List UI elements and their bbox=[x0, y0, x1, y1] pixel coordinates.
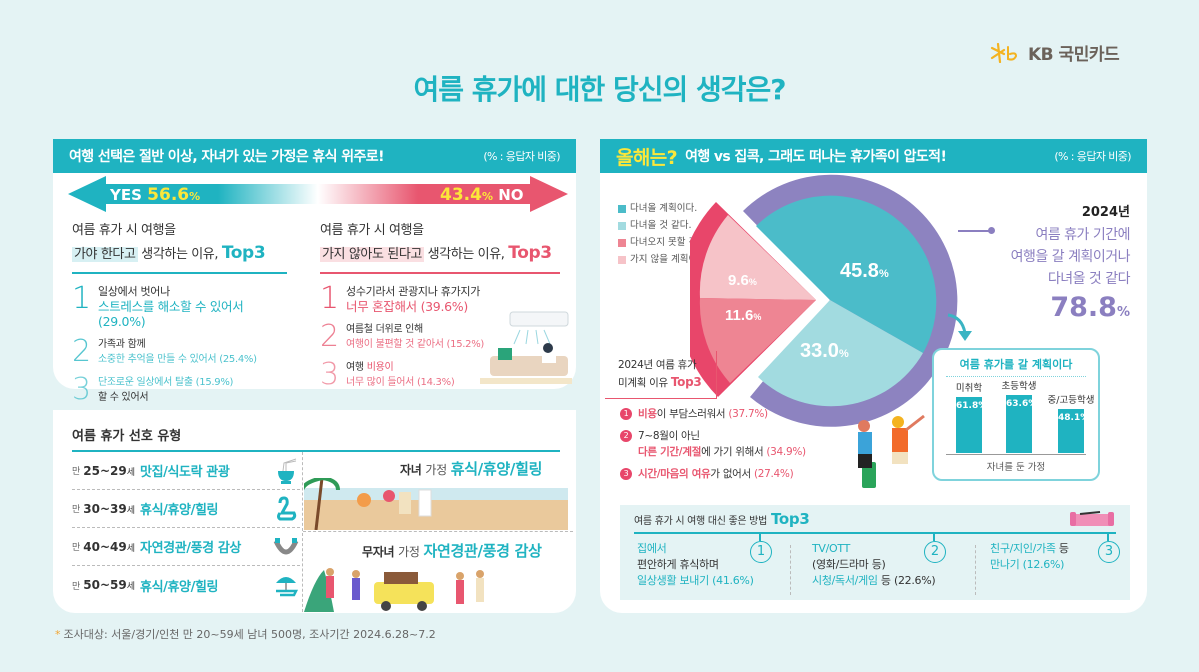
slice-label-33-0: 33.0% bbox=[800, 340, 849, 362]
alternative-2: TV/OTT (영화/드라마 등) 시청/독서/게임 등 (22.6%) bbox=[812, 542, 936, 587]
divider bbox=[634, 532, 1116, 534]
divider bbox=[302, 452, 303, 612]
travel-summary-value: 78.8% bbox=[1050, 292, 1130, 323]
travel-choice-panel: 여행 선택은 절반 이상, 자녀가 있는 가정은 휴식 위주로! (% : 응답… bbox=[53, 139, 576, 389]
no-plan-title-frame bbox=[605, 351, 717, 399]
pie-legend: 다녀올 계획이다. 다녀올 것 같다. 다녀오지 못할 것 같다. 가지 않을 … bbox=[618, 200, 721, 268]
legend-item: 가지 않을 계획이다. bbox=[618, 251, 721, 268]
yes-no-double-arrow bbox=[68, 176, 568, 212]
divider bbox=[303, 531, 573, 532]
rank-badge-1: 1 bbox=[750, 541, 772, 563]
preference-row: 만 50~59세 휴식/휴양/힐링 bbox=[72, 566, 300, 604]
kb-star-icon bbox=[990, 42, 1018, 63]
page-title: 여름 휴가에 대한 당신의 생각은? bbox=[413, 73, 786, 106]
travelers-illustration bbox=[858, 414, 925, 488]
unit-note: (% : 응답자 비중) bbox=[1054, 150, 1131, 163]
panel-header: 여행 선택은 절반 이상, 자녀가 있는 가정은 휴식 위주로! (% : 응답… bbox=[53, 139, 576, 173]
bar-elementary: 초등학생 63.6% bbox=[1002, 378, 1037, 453]
no-plan-reason-3: 3 시간/마음의 여유가 없어서 (27.4%) bbox=[620, 466, 794, 482]
go-reasons-block: 여름 휴가 시 여행을 가야 한다고 생각하는 이유, Top3 1 일상에서 … bbox=[72, 220, 287, 405]
panel-header-title: 여행 vs 집콕, 그래도 떠나는 휴가족이 압도적! bbox=[685, 149, 947, 165]
kb-kookmin-card-logo: KB 국민카드 bbox=[990, 40, 1120, 65]
callout-line bbox=[958, 230, 994, 232]
swan-float-icon bbox=[277, 495, 297, 520]
travel-summary: 2024년 여름 휴가 기간에 여행을 갈 계획이거나 다녀올 것 같다 78.… bbox=[990, 201, 1131, 323]
slice-label-11-6: 11.6% bbox=[725, 307, 761, 324]
go-reason-2: 2 가족과 함께 소중한 추억을 만들 수 있어서 (25.4%) bbox=[72, 334, 257, 369]
tick bbox=[933, 533, 935, 541]
legend-item: 다녀오지 못할 것 같다. bbox=[618, 234, 721, 251]
vacation-plan-pie-chart: 45.8% 33.0% 9.6% 11.6% bbox=[690, 174, 972, 427]
no-label: 43.4% NO bbox=[440, 185, 524, 205]
unit-note: (% : 응답자 비중) bbox=[483, 150, 560, 163]
yes-label: YES 56.6% bbox=[110, 185, 201, 205]
tick bbox=[1107, 533, 1109, 541]
alternatives-box bbox=[620, 505, 1130, 600]
noodle-bowl-icon bbox=[278, 458, 297, 484]
legend-item: 다녀올 것 같다. bbox=[618, 217, 721, 234]
bar-preschool: 미취학 61.8% bbox=[956, 380, 987, 453]
slice-label-45-8: 45.8% bbox=[840, 260, 889, 282]
alternative-3: 친구/지인/가족 등 만나기 (12.6%) bbox=[990, 542, 1069, 571]
preference-row: 만 30~39세 휴식/휴양/힐링 bbox=[72, 490, 300, 528]
header-highlight: 올해는? bbox=[616, 146, 678, 169]
with-children-label: 자녀 가정 휴식/휴양/힐링 bbox=[400, 460, 543, 478]
callout-dot bbox=[988, 227, 995, 234]
air-conditioner-sofa-illustration bbox=[480, 311, 572, 384]
nogo-reason-2: 2 여름철 더위로 인해 여행이 불편할 것 같아서 (15.2%) bbox=[320, 319, 485, 354]
rank-badge-3: 3 bbox=[1098, 541, 1120, 563]
divider bbox=[320, 272, 560, 274]
beach-family-illustration bbox=[304, 478, 568, 530]
nogo-reasons-block: 여름 휴가 시 여행을 가지 않아도 된다고 생각하는 이유, Top3 1 성… bbox=[320, 220, 570, 390]
divider bbox=[975, 545, 976, 595]
road-trip-illustration bbox=[304, 568, 484, 612]
survey-footnote: * 조사대상: 서울/경기/인천 만 20~59세 남녀 500명, 조사기간 2… bbox=[55, 628, 436, 641]
legend-item: 다녀올 계획이다. bbox=[618, 200, 721, 217]
without-children-label: 무자녀 가정 자연경관/풍경 감상 bbox=[362, 542, 542, 560]
panel-header-title: 여행 선택은 절반 이상, 자녀가 있는 가정은 휴식 위주로! bbox=[69, 149, 384, 165]
preference-row: 만 40~49세 자연경관/풍경 감상 bbox=[72, 528, 300, 566]
nogo-reason-3: 3 여행 비용이 너무 많이 들어서 (14.3%) bbox=[320, 357, 455, 392]
children-plan-bar-chart: 여름 휴가를 갈 계획이다 미취학 61.8% 초등학생 63.6% 중/고등학… bbox=[932, 348, 1100, 481]
go-reason-1: 1 일상에서 벗어나 스트레스를 해소할 수 있어서 (29.0%) bbox=[72, 281, 244, 330]
panel-header: 올해는? 여행 vs 집콕, 그래도 떠나는 휴가족이 압도적! (% : 응답… bbox=[600, 139, 1147, 173]
sofa-illustration bbox=[1070, 511, 1114, 526]
yes-value: 56.6 bbox=[147, 185, 190, 205]
divider bbox=[790, 545, 791, 595]
divider bbox=[72, 450, 560, 452]
preference-title: 여름 휴가 선호 유형 bbox=[72, 429, 182, 444]
nogo-reason-1: 1 성수기라서 관광지나 휴가지가 너무 혼잡해서 (39.6%) bbox=[320, 281, 481, 316]
no-value: 43.4 bbox=[440, 185, 482, 205]
brand-name: KB 국민카드 bbox=[1028, 45, 1120, 65]
no-plan-title: 2024년 여름 휴가 미계획 이유 Top3 bbox=[618, 359, 702, 389]
beach-umbrella-icon bbox=[276, 577, 299, 597]
alternative-1: 집에서 편안하게 휴식하며 일상생활 보내기 (41.6%) bbox=[637, 542, 754, 587]
preference-row: 만 25~29세 맛집/식도락 관광 bbox=[72, 452, 300, 490]
slice-label-9-6: 9.6% bbox=[728, 272, 757, 289]
tick bbox=[759, 533, 761, 541]
no-plan-reason-1: 1 비용이 부담스러워서 (37.7%) bbox=[620, 406, 768, 422]
rank-badge-2: 2 bbox=[924, 541, 946, 563]
bar-middle-high: 중/고등학생 48.1% bbox=[1048, 392, 1094, 453]
go-reasons-title: 여름 휴가 시 여행을 가야 한다고 생각하는 이유, Top3 bbox=[72, 223, 266, 263]
no-plan-reason-2: 2 7~8월이 아닌 다른 기간/계절에 가기 위해서 (34.9%) bbox=[620, 428, 806, 460]
go-reason-3: 3 단조로운 일상에서 탈출 (15.9%) 할 수 있어서 bbox=[72, 372, 234, 407]
alternatives-title: 여름 휴가 시 여행 대신 좋은 방법 Top3 bbox=[634, 510, 810, 528]
nogo-reasons-title: 여름 휴가 시 여행을 가지 않아도 된다고 생각하는 이유, Top3 bbox=[320, 223, 552, 263]
hammock-icon bbox=[273, 537, 299, 554]
divider bbox=[72, 272, 287, 274]
